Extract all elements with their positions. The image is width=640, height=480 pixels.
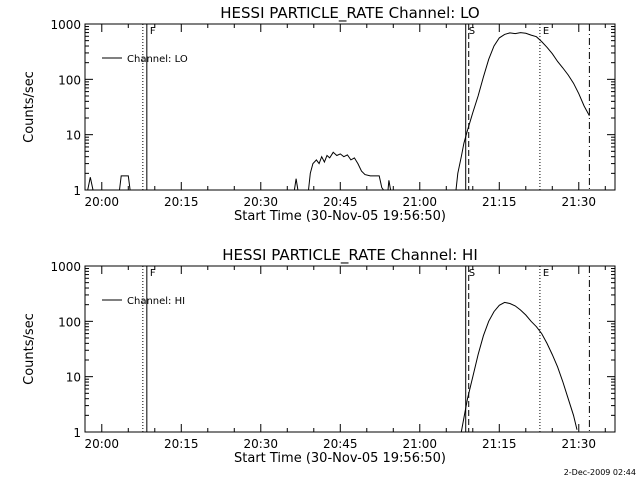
x-tick-label: 20:15 bbox=[164, 437, 199, 451]
series-line-segment bbox=[455, 32, 590, 191]
marker-label-e: E bbox=[543, 26, 549, 37]
chart-title: HESSI PARTICLE_RATE Channel: HI bbox=[222, 246, 478, 265]
chart-panel-1: HESSI PARTICLE_RATE Channel: LO 1 10 100 100… bbox=[22, 4, 616, 224]
series-line-segment bbox=[293, 178, 299, 191]
marker-label-f: F bbox=[150, 26, 156, 37]
legend-label: Channel: LO bbox=[127, 54, 188, 65]
x-tick-label: 20:45 bbox=[323, 437, 358, 451]
x-tick-label: 20:30 bbox=[243, 195, 278, 209]
series-line-segment bbox=[460, 301, 578, 433]
x-tick-label: 20:00 bbox=[84, 195, 119, 209]
x-tick-label: 20:00 bbox=[84, 437, 119, 451]
chart-title: HESSI PARTICLE_RATE Channel: LO bbox=[220, 4, 479, 23]
x-tick-label: 21:30 bbox=[561, 195, 596, 209]
marker-label-s: S bbox=[469, 26, 475, 37]
series-line-segment bbox=[387, 180, 392, 191]
y-axis-label: Counts/sec bbox=[22, 71, 37, 143]
plot-frame bbox=[84, 265, 616, 433]
y-tick-label: 10 bbox=[66, 129, 81, 143]
y-tick-label: 1000 bbox=[50, 18, 81, 32]
y-tick-label: 1000 bbox=[50, 260, 81, 274]
plot-frame bbox=[84, 23, 616, 191]
marker-label-e: E bbox=[543, 268, 549, 279]
series-line-segment bbox=[87, 177, 94, 191]
x-tick-label: 21:00 bbox=[402, 195, 437, 209]
x-tick-label: 21:00 bbox=[402, 437, 437, 451]
x-tick-label: 20:45 bbox=[323, 195, 358, 209]
legend-label: Channel: HI bbox=[127, 296, 185, 307]
chart-panel-2: HESSI PARTICLE_RATE Channel: HI 1 10 100 100… bbox=[22, 246, 616, 466]
x-axis-label: Start Time (30-Nov-05 19:56:50) bbox=[234, 451, 446, 466]
marker-label-s: S bbox=[469, 268, 475, 279]
series-line-segment bbox=[308, 151, 384, 191]
x-tick-label: 20:15 bbox=[164, 195, 199, 209]
y-tick-label: 1 bbox=[73, 426, 81, 440]
x-tick-label: 20:30 bbox=[243, 437, 278, 451]
x-tick-label: 21:15 bbox=[482, 437, 517, 451]
x-tick-label: 21:15 bbox=[482, 195, 517, 209]
y-tick-label: 1 bbox=[73, 184, 81, 198]
y-tick-label: 100 bbox=[58, 73, 81, 87]
y-axis-label: Counts/sec bbox=[22, 313, 37, 385]
series-line-segment bbox=[119, 175, 131, 191]
marker-label-f: F bbox=[150, 268, 156, 279]
y-tick-label: 10 bbox=[66, 371, 81, 385]
plot-timestamp: 2-Dec-2009 02:44 bbox=[563, 468, 636, 477]
x-axis-label: Start Time (30-Nov-05 19:56:50) bbox=[234, 209, 446, 224]
y-tick-label: 100 bbox=[58, 315, 81, 329]
x-tick-label: 21:30 bbox=[561, 437, 596, 451]
